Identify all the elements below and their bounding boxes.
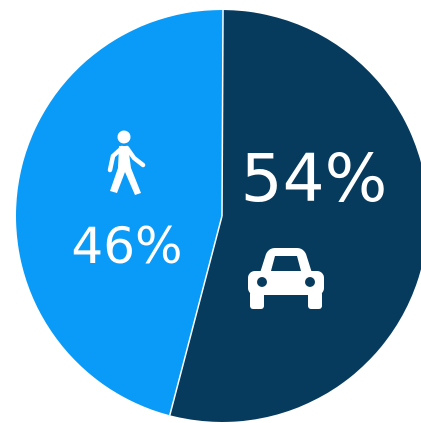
pie-slices bbox=[16, 9, 421, 422]
pedestrian-icon bbox=[107, 130, 146, 195]
pie-slice-car bbox=[169, 10, 421, 422]
slice-separator bbox=[169, 215, 223, 416]
pedestrian-percentage-label: 46% bbox=[71, 217, 182, 275]
car-percentage-label: 54% bbox=[241, 140, 388, 217]
car-icon bbox=[248, 248, 324, 309]
slice-separator bbox=[221, 9, 224, 217]
pie-slice-pedestrian bbox=[16, 10, 224, 416]
